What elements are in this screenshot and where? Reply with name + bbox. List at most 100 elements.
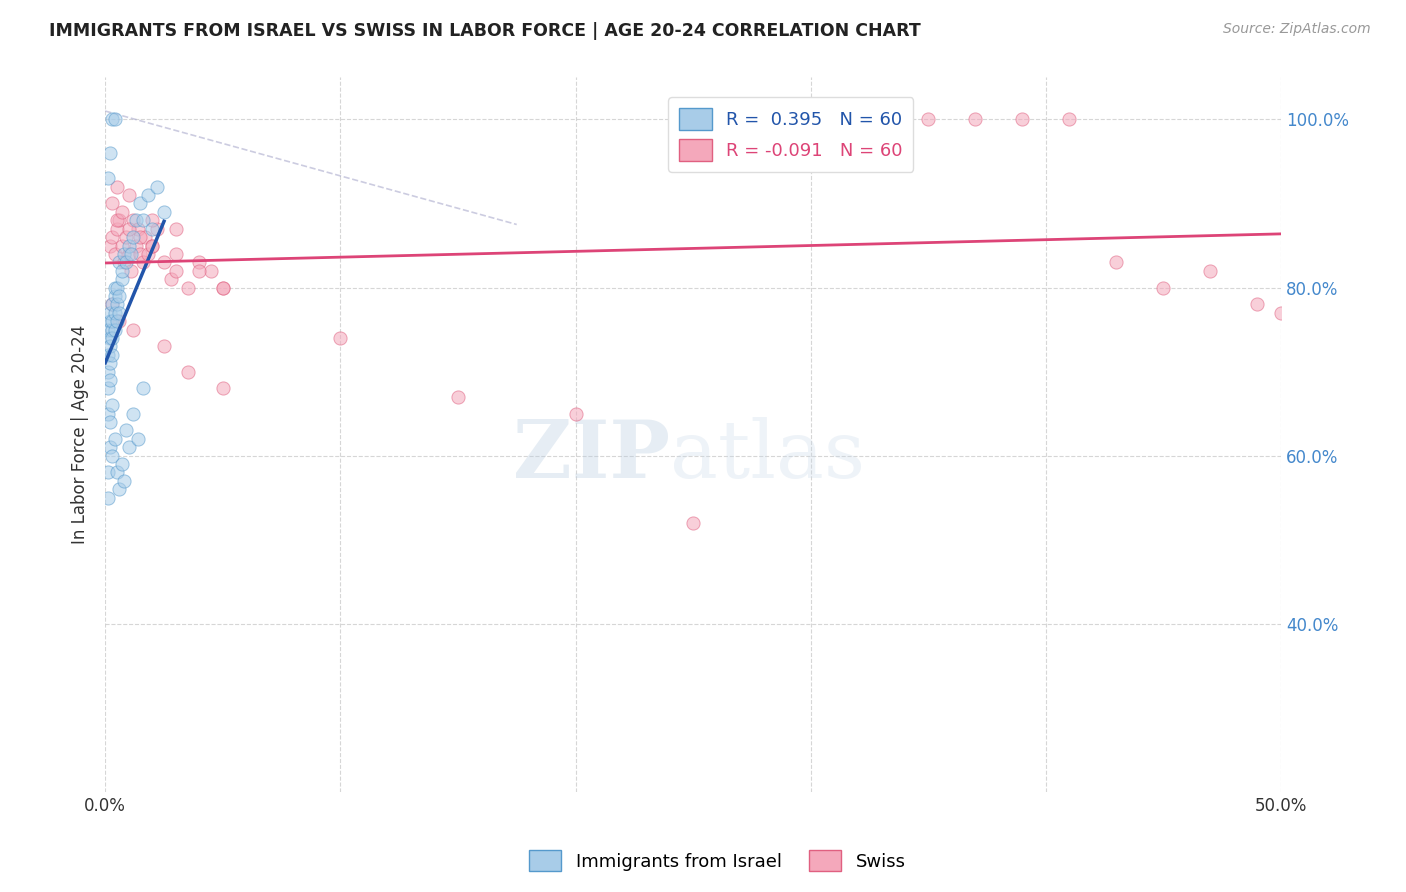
Point bbox=[141, 238, 163, 252]
Point bbox=[118, 188, 141, 202]
Point bbox=[870, 112, 893, 127]
Point bbox=[101, 297, 124, 311]
Point bbox=[118, 221, 141, 235]
Point bbox=[115, 230, 138, 244]
Point bbox=[101, 230, 124, 244]
Point bbox=[97, 348, 120, 362]
Point bbox=[120, 247, 142, 261]
Point bbox=[97, 381, 120, 395]
Point bbox=[917, 112, 939, 127]
Text: Source: ZipAtlas.com: Source: ZipAtlas.com bbox=[1223, 22, 1371, 37]
Point bbox=[823, 112, 845, 127]
Point bbox=[101, 331, 124, 345]
Point bbox=[211, 280, 233, 294]
Point bbox=[111, 457, 134, 471]
Point bbox=[125, 213, 148, 227]
Point bbox=[564, 407, 586, 421]
Point bbox=[165, 263, 187, 277]
Text: ZIP: ZIP bbox=[513, 417, 669, 495]
Point bbox=[104, 432, 127, 446]
Point bbox=[111, 238, 134, 252]
Point bbox=[108, 213, 131, 227]
Point bbox=[127, 432, 149, 446]
Point bbox=[97, 407, 120, 421]
Point bbox=[125, 238, 148, 252]
Point bbox=[153, 255, 176, 269]
Point bbox=[136, 188, 159, 202]
Point bbox=[146, 221, 169, 235]
Point bbox=[111, 205, 134, 219]
Point bbox=[108, 482, 131, 496]
Point bbox=[200, 263, 222, 277]
Point bbox=[105, 314, 128, 328]
Point bbox=[101, 314, 124, 328]
Point bbox=[127, 221, 149, 235]
Point bbox=[141, 221, 163, 235]
Point bbox=[115, 255, 138, 269]
Point bbox=[104, 322, 127, 336]
Point bbox=[98, 314, 121, 328]
Point bbox=[122, 230, 145, 244]
Point bbox=[129, 196, 152, 211]
Point bbox=[141, 238, 163, 252]
Point bbox=[129, 230, 152, 244]
Point bbox=[134, 230, 156, 244]
Point bbox=[153, 205, 176, 219]
Point bbox=[965, 112, 987, 127]
Point bbox=[447, 390, 470, 404]
Point bbox=[101, 297, 124, 311]
Point bbox=[120, 263, 142, 277]
Point bbox=[122, 407, 145, 421]
Point bbox=[104, 247, 127, 261]
Point bbox=[1059, 112, 1081, 127]
Point bbox=[1246, 297, 1268, 311]
Point bbox=[97, 171, 120, 186]
Point bbox=[105, 221, 128, 235]
Point bbox=[97, 491, 120, 505]
Point bbox=[141, 213, 163, 227]
Point bbox=[132, 381, 155, 395]
Point bbox=[104, 280, 127, 294]
Y-axis label: In Labor Force | Age 20-24: In Labor Force | Age 20-24 bbox=[72, 325, 89, 544]
Point bbox=[105, 297, 128, 311]
Point bbox=[146, 179, 169, 194]
Point bbox=[101, 322, 124, 336]
Point bbox=[111, 272, 134, 286]
Text: IMMIGRANTS FROM ISRAEL VS SWISS IN LABOR FORCE | AGE 20-24 CORRELATION CHART: IMMIGRANTS FROM ISRAEL VS SWISS IN LABOR… bbox=[49, 22, 921, 40]
Point bbox=[211, 280, 233, 294]
Point bbox=[98, 440, 121, 454]
Legend: Immigrants from Israel, Swiss: Immigrants from Israel, Swiss bbox=[522, 843, 912, 879]
Point bbox=[108, 289, 131, 303]
Point bbox=[136, 247, 159, 261]
Point bbox=[108, 314, 131, 328]
Point bbox=[101, 112, 124, 127]
Point bbox=[101, 348, 124, 362]
Point bbox=[101, 196, 124, 211]
Point bbox=[108, 255, 131, 269]
Point bbox=[118, 238, 141, 252]
Point bbox=[122, 322, 145, 336]
Point bbox=[176, 280, 198, 294]
Point bbox=[105, 280, 128, 294]
Point bbox=[1152, 280, 1174, 294]
Point bbox=[129, 247, 152, 261]
Point bbox=[118, 247, 141, 261]
Point bbox=[112, 474, 135, 488]
Point bbox=[188, 263, 211, 277]
Point bbox=[1270, 306, 1292, 320]
Point bbox=[122, 213, 145, 227]
Point bbox=[97, 322, 120, 336]
Point bbox=[165, 221, 187, 235]
Point bbox=[108, 306, 131, 320]
Point bbox=[160, 272, 183, 286]
Point bbox=[98, 415, 121, 429]
Point bbox=[104, 289, 127, 303]
Point bbox=[98, 339, 121, 353]
Point bbox=[98, 373, 121, 387]
Point bbox=[98, 356, 121, 370]
Point bbox=[118, 440, 141, 454]
Point bbox=[1011, 112, 1033, 127]
Point bbox=[101, 449, 124, 463]
Point bbox=[101, 398, 124, 412]
Point bbox=[104, 306, 127, 320]
